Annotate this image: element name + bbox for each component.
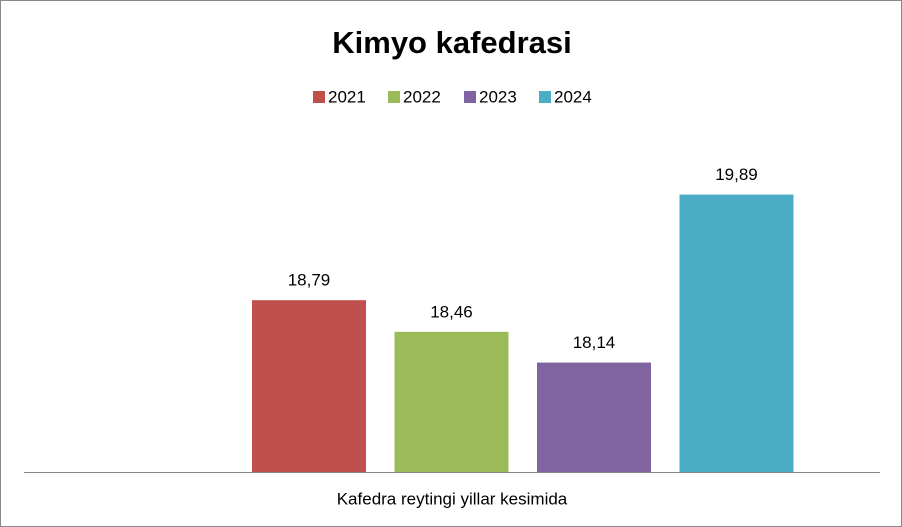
value-label: 19,89 [715,165,758,184]
legend-swatch [313,91,325,103]
value-label: 18,14 [573,333,616,352]
bar [394,331,509,472]
legend-swatch [388,91,400,103]
legend-label: 2022 [403,87,441,106]
legend-swatch [539,91,551,103]
legend-label: 2023 [479,87,517,106]
x-tick-label: Kafedra reytingi yillar kesimida [337,489,568,508]
chart-title: Kimyo kafedrasi [332,25,572,60]
value-label: 18,46 [430,302,473,321]
value-label: 18,79 [288,271,331,290]
bar [252,300,366,472]
bar [537,362,651,472]
legend-label: 2024 [554,87,592,106]
bar [679,194,794,472]
legend-label: 2021 [328,87,366,106]
legend-swatch [464,91,476,103]
